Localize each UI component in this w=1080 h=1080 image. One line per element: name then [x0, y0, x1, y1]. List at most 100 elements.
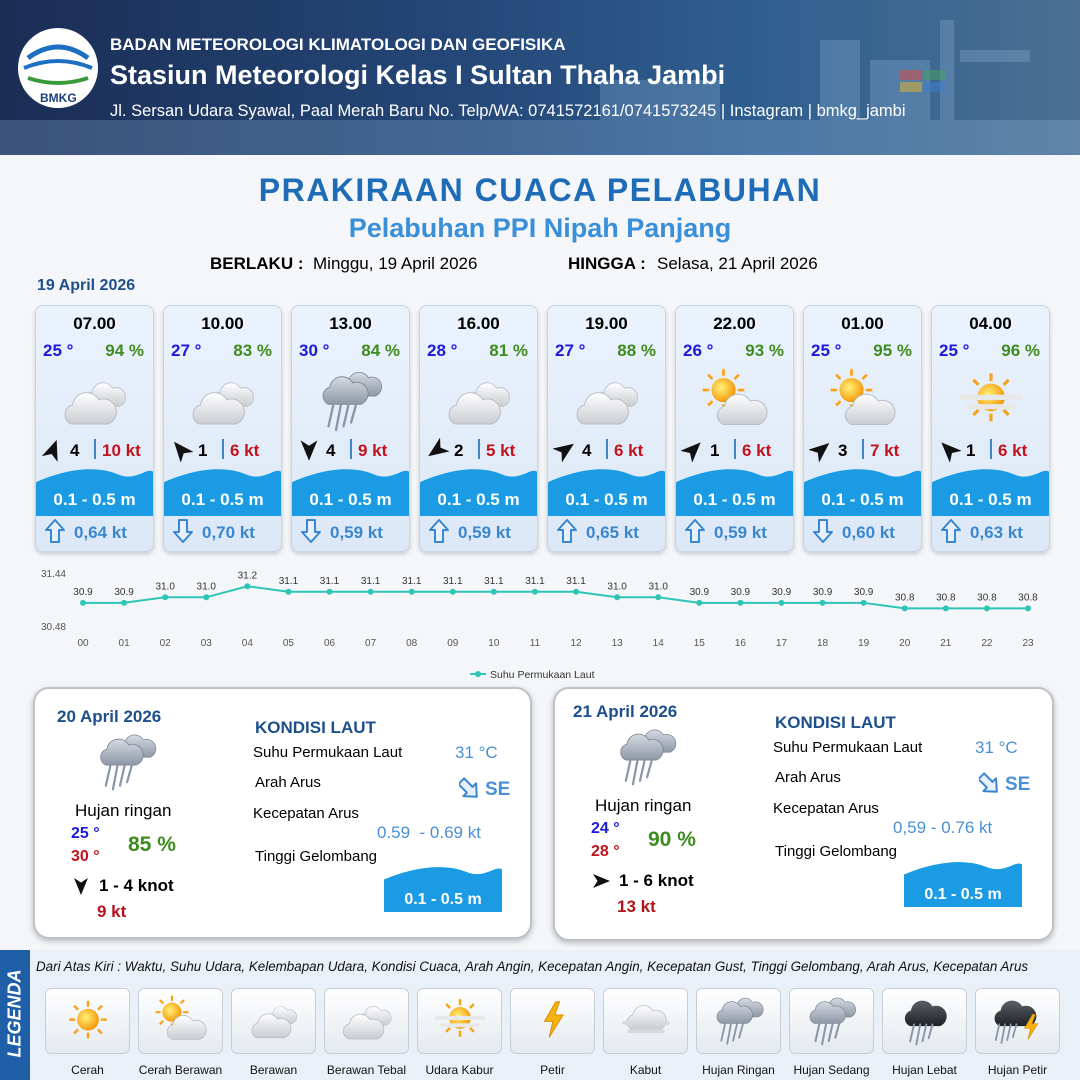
- sst-value-label: 31.0: [607, 581, 627, 592]
- wind-direction: [300, 440, 318, 461]
- wave-height: 0.1 - 0.5 m: [181, 490, 264, 509]
- separator: [734, 439, 736, 459]
- day-date: 21 April 2026: [573, 702, 678, 721]
- wave-height: 0.1 - 0.5 m: [404, 891, 482, 908]
- sst-value-label: 31.1: [361, 576, 381, 587]
- wave-shape: [548, 469, 665, 516]
- sst-point: [121, 599, 128, 606]
- wave-label: Tinggi Gelombang: [775, 843, 898, 860]
- sst-point: [326, 588, 333, 595]
- arrow-shape: [459, 777, 479, 801]
- gust-speed: 7 kt: [870, 441, 900, 460]
- separator: [350, 439, 352, 459]
- humidity: 85 %: [128, 833, 176, 856]
- x-tick-label: 00: [77, 638, 89, 649]
- wave-height: 0.1 - 0.5 m: [53, 490, 136, 509]
- current-speed: 0,59 kt: [458, 523, 511, 542]
- wave-band: [932, 469, 1049, 516]
- wave-height: 0.1 - 0.5 m: [309, 490, 392, 509]
- sst-value-label: 31.1: [402, 576, 422, 587]
- icon-shape: [252, 1006, 297, 1037]
- arrow-shape: [300, 440, 318, 461]
- icon-shape: [577, 383, 638, 424]
- wind-speed: 4: [582, 441, 592, 460]
- x-tick-label: 03: [201, 638, 213, 649]
- arrow-shape: [169, 438, 193, 462]
- icon-shape: [69, 1001, 107, 1039]
- legend-icon: [334, 991, 400, 1049]
- legend-icon-box: [417, 988, 502, 1054]
- current-direction: [301, 519, 321, 543]
- icon-shape: [621, 730, 676, 784]
- icon-shape: [703, 369, 767, 424]
- x-tick-label: 17: [776, 638, 788, 649]
- icon-shape: [810, 998, 856, 1044]
- time: 16.00: [457, 314, 500, 333]
- legend-icon: [985, 991, 1051, 1049]
- day-date: 20 April 2026: [57, 707, 162, 726]
- x-tick-label: 20: [899, 638, 911, 649]
- air-temp: 25 °: [811, 341, 842, 360]
- air-temp: 27 °: [555, 341, 586, 360]
- header-backdrop: [0, 20, 1080, 155]
- arrow-shape: [429, 519, 449, 543]
- separator: [990, 439, 992, 459]
- legend-icon: [613, 991, 679, 1049]
- header-banner: BMKG BADAN METEOROLOGI KLIMATOLOGI DAN G…: [0, 0, 1080, 155]
- icon-shape: [323, 372, 382, 430]
- air-temp: 25 °: [43, 341, 74, 360]
- day1-date: 19 April 2026: [37, 277, 136, 294]
- arrow-shape: [425, 438, 449, 462]
- wave-shape: [904, 862, 1022, 907]
- weather-icon: [949, 366, 1033, 434]
- wave-band: [384, 867, 502, 912]
- time: 10.00: [201, 314, 244, 333]
- wind-direction: [553, 438, 577, 462]
- legend-item-label: Hujan Lebat: [892, 1063, 957, 1077]
- sst-point: [778, 599, 785, 606]
- wave-shape: [932, 469, 1049, 516]
- sst-point: [367, 588, 374, 595]
- legend-icon-box: [231, 988, 316, 1054]
- legend-icon-box: [603, 988, 688, 1054]
- wave-label: Tinggi Gelombang: [255, 848, 378, 865]
- arrow-shape: [74, 878, 88, 895]
- current-speed: 0,70 kt: [202, 523, 255, 542]
- sst-line: [83, 585, 1028, 610]
- weather-icon: [309, 366, 393, 434]
- current-direction: [45, 519, 65, 543]
- wind-direction: [937, 438, 961, 462]
- page-title: PRAKIRAAN CUACA PELABUHAN: [258, 172, 822, 208]
- legend-icon: [706, 991, 772, 1049]
- gust-speed: 6 kt: [614, 441, 644, 460]
- legend-icon-box: [882, 988, 967, 1054]
- wave-band: [420, 469, 537, 516]
- sst-value-label: 30.8: [977, 592, 997, 603]
- sst-value-label: 31.1: [525, 576, 545, 587]
- gust: 13 kt: [617, 897, 656, 916]
- temp-max: 28 °: [591, 843, 620, 860]
- air-temp: 28 °: [427, 341, 458, 360]
- current-dir-arrow: [459, 777, 479, 801]
- sst-value-label: 31.0: [155, 581, 175, 592]
- wave-height: 0.1 - 0.5 m: [821, 490, 904, 509]
- x-tick-label: 11: [530, 638, 541, 649]
- sst-value-label: 30.9: [73, 587, 93, 598]
- separator: [478, 439, 480, 459]
- legend-item-label: Hujan Ringan: [702, 1063, 775, 1077]
- wave-shape: [164, 469, 281, 516]
- sst-value-label: 30.9: [114, 587, 134, 598]
- legend-item-label: Cerah Berawan: [138, 1063, 223, 1077]
- sst-point: [737, 599, 744, 606]
- forecast-card: 13.00 30 ° 84 % 4 9 kt 0.1 - 0.5 m 0,59 kt: [291, 305, 410, 552]
- weather-icon: [53, 366, 137, 434]
- wave-band: [904, 862, 1022, 907]
- arrow-shape: [553, 438, 577, 462]
- sst-point: [80, 599, 86, 606]
- wind-range: 1 - 6 knot: [619, 871, 694, 890]
- wave-band: [676, 469, 793, 516]
- weather-icon: [87, 729, 167, 793]
- sst-point: [983, 605, 990, 612]
- agency-name: BADAN METEOROLOGI KLIMATOLOGI DAN GEOFIS…: [110, 35, 566, 54]
